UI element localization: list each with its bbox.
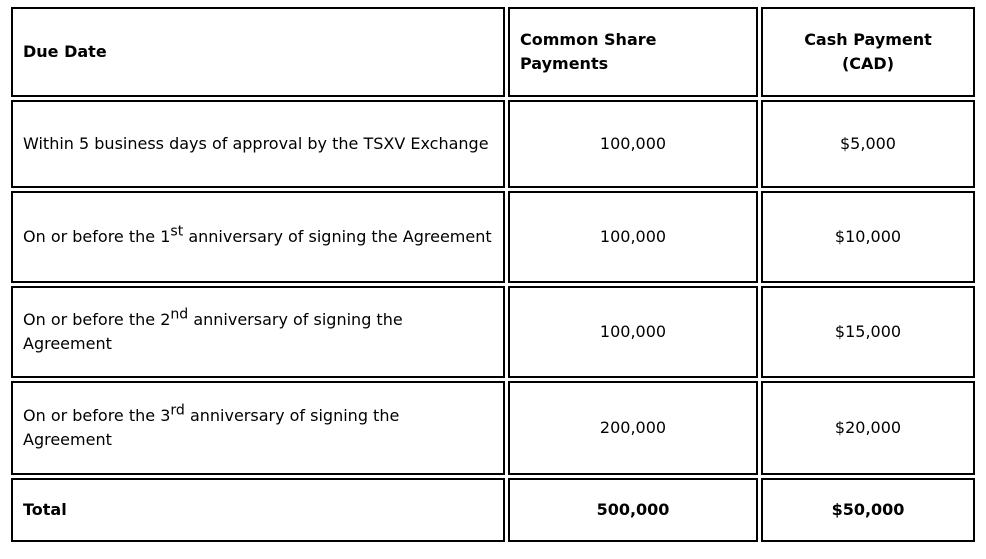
table-row: On or before the 3rd anniversary of sign… (11, 381, 975, 475)
due-date-text: On or before the 2 (23, 310, 171, 329)
cash-payment-value: $20,000 (834, 418, 902, 437)
total-label-cell: Total (11, 478, 505, 542)
share-payment-cell: 100,000 (508, 286, 758, 378)
due-date-cell: On or before the 2nd anniversary of sign… (11, 286, 505, 378)
header-due-date-label: Due Date (23, 42, 107, 61)
total-share-payment-value: 500,000 (596, 500, 670, 519)
due-date-text: Within 5 business days of approval by th… (23, 134, 489, 153)
due-date-cell: Within 5 business days of approval by th… (11, 100, 505, 188)
header-cash-payment-line2: (CAD) (841, 54, 895, 73)
payment-schedule-table: Due Date Common Share Payments Cash Paym… (8, 4, 978, 545)
cash-payment-value: $15,000 (834, 322, 902, 341)
header-cell-cash-payment: Cash Payment (CAD) (761, 7, 975, 97)
share-payment-value: 100,000 (599, 134, 667, 153)
total-cash-payment-value: $50,000 (831, 500, 905, 519)
total-label: Total (23, 500, 67, 519)
due-date-text: On or before the 1 (23, 227, 171, 246)
cash-payment-value: $5,000 (840, 134, 896, 153)
header-cash-payment-line1: Cash Payment (804, 30, 932, 49)
table-row: On or before the 1st anniversary of sign… (11, 191, 975, 283)
table-row: Within 5 business days of approval by th… (11, 100, 975, 188)
due-date-cell: On or before the 1st anniversary of sign… (11, 191, 505, 283)
total-row: Total 500,000 $50,000 (11, 478, 975, 542)
header-cell-common-share-payments: Common Share Payments (508, 7, 758, 97)
share-payment-value: 100,000 (599, 227, 667, 246)
table-row: On or before the 2nd anniversary of sign… (11, 286, 975, 378)
header-row: Due Date Common Share Payments Cash Paym… (11, 7, 975, 97)
cash-payment-cell: $5,000 (761, 100, 975, 188)
cash-payment-value: $10,000 (834, 227, 902, 246)
share-payment-value: 100,000 (599, 322, 667, 341)
header-common-share-line2: Payments (520, 54, 609, 73)
due-date-text-cont: anniversary of signing the Agreement (183, 227, 492, 246)
due-date-text: On or before the 3 (23, 406, 171, 425)
total-share-payment-cell: 500,000 (508, 478, 758, 542)
share-payment-cell: 100,000 (508, 191, 758, 283)
cash-payment-cell: $10,000 (761, 191, 975, 283)
ordinal-suffix: nd (170, 306, 189, 323)
ordinal-suffix: rd (170, 402, 185, 419)
ordinal-suffix: st (170, 223, 184, 240)
cash-payment-cell: $20,000 (761, 381, 975, 475)
share-payment-value: 200,000 (599, 418, 667, 437)
due-date-text-cont: anniversary of signing the Agreement (23, 310, 403, 353)
header-cell-due-date: Due Date (11, 7, 505, 97)
header-common-share-line1: Common Share (520, 30, 657, 49)
share-payment-cell: 100,000 (508, 100, 758, 188)
cash-payment-cell: $15,000 (761, 286, 975, 378)
due-date-cell: On or before the 3rd anniversary of sign… (11, 381, 505, 475)
share-payment-cell: 200,000 (508, 381, 758, 475)
due-date-text-cont: anniversary of signing the Agreement (23, 406, 400, 449)
total-cash-payment-cell: $50,000 (761, 478, 975, 542)
